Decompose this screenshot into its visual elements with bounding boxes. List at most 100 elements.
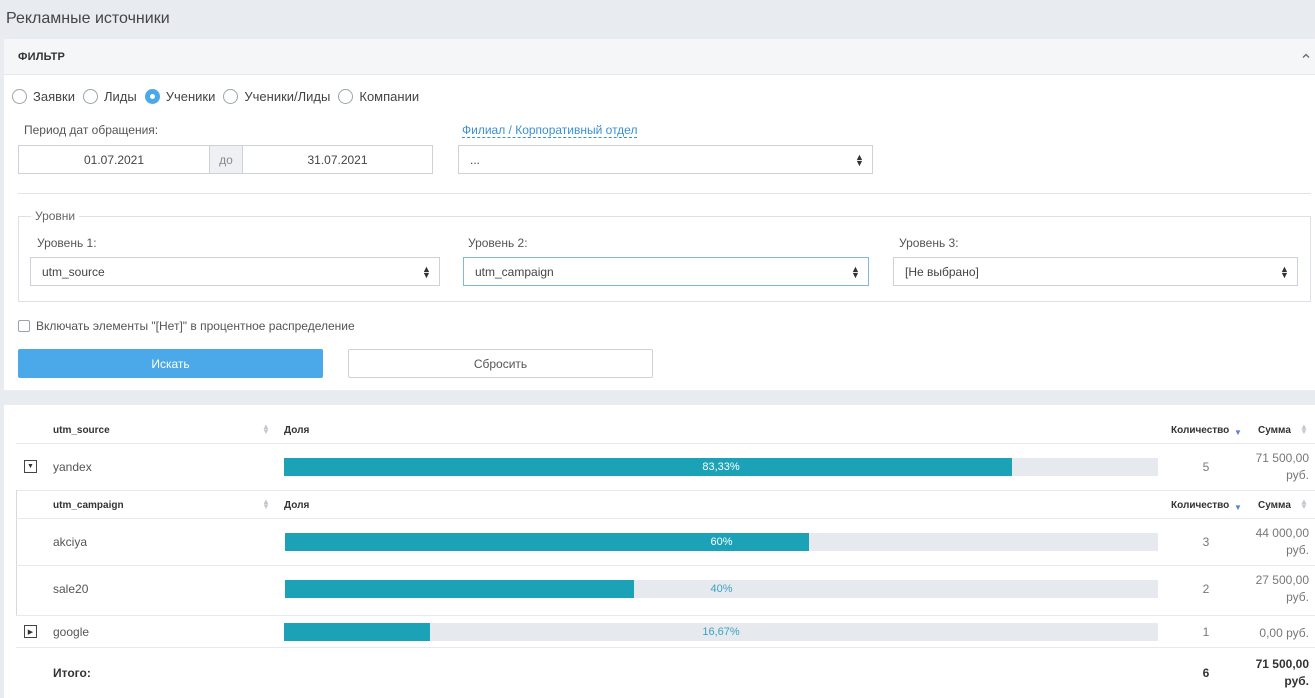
radio-icon [82, 88, 98, 104]
date-separator: до [209, 146, 243, 173]
include-none-label: Включать элементы "[Нет]" в процентное р… [36, 319, 355, 333]
sort-icon[interactable]: ▲ ▼ [262, 422, 270, 436]
radio-zayavki[interactable]: Заявки [12, 88, 75, 104]
chevron-up-icon[interactable] [1301, 51, 1311, 61]
filter-header-title: ФИЛЬТР [18, 51, 66, 63]
level1-select-value: utm_source [42, 264, 105, 279]
share-bar: 16,67% [284, 623, 1158, 641]
levels-legend: Уровни [31, 209, 80, 223]
sub-col-header-level[interactable]: utm_campaign [53, 500, 124, 511]
sort-desc-icon[interactable]: ▼ [1234, 428, 1242, 437]
chevron-down-icon: ▼ [24, 460, 37, 473]
reset-button[interactable]: Сбросить [348, 349, 653, 378]
date-range: 01.07.2021 до 31.07.2021 [18, 145, 433, 174]
col-header-count[interactable]: Количество [1171, 425, 1230, 436]
share-bar-fill [285, 533, 809, 551]
row-divider [16, 647, 1315, 648]
collapse-row-button[interactable]: ▼ [24, 460, 37, 473]
divider [18, 193, 1311, 194]
sub-row-name: akciya [53, 535, 88, 549]
levels-fieldset: Уровни Уровень 1: utm_source ▲ ▼ Уровень … [18, 209, 1311, 302]
sub-col-header-share[interactable]: Доля [284, 500, 310, 511]
total-sum: 71 500,00 руб. [1230, 656, 1309, 690]
include-none-checkbox[interactable] [18, 320, 30, 332]
row-divider [16, 490, 1315, 491]
branch-select[interactable]: ... ▲ ▼ [458, 145, 873, 174]
total-sum-value: 71 500,00 [1255, 657, 1309, 671]
total-count: 6 [1202, 666, 1210, 680]
row-sum: 0,00 руб. [1230, 625, 1309, 642]
radio-icon [12, 88, 27, 104]
radio-lidy[interactable]: Лиды [82, 88, 137, 104]
sort-icon[interactable]: ▲ ▼ [1300, 422, 1308, 436]
row-sum: 71 500,00 руб. [1230, 450, 1309, 484]
col-header-level[interactable]: utm_source [53, 425, 110, 436]
share-bar-label: 60% [710, 536, 733, 548]
date-from-input[interactable]: 01.07.2021 [19, 146, 209, 173]
level3-select-value: [Не выбрано] [905, 264, 979, 279]
level1-label: Уровень 1: [37, 236, 97, 250]
row-divider [16, 565, 1315, 566]
radio-label: Заявки [33, 88, 75, 104]
sort-icon[interactable]: ▲ ▼ [262, 497, 270, 511]
col-header-sum[interactable]: Сумма [1258, 425, 1291, 436]
filter-panel: ФИЛЬТР Заявки Лиды Ученики Ученики/Лиды … [4, 39, 1315, 390]
sub-row-sum: 44 000,00 руб. [1230, 525, 1309, 559]
row-name: yandex [53, 460, 92, 474]
branch-link[interactable]: Филиал / Корпоративный отдел [462, 123, 638, 138]
sub-col-header-sum[interactable]: Сумма [1258, 500, 1291, 511]
sort-icon[interactable]: ▲ ▼ [1300, 497, 1308, 511]
radio-checked-icon [144, 88, 160, 104]
select-arrows-icon: ▲ ▼ [851, 264, 860, 280]
row-divider [16, 443, 1315, 444]
sub-row-name: sale20 [53, 582, 89, 596]
sort-desc-icon[interactable]: ▼ [1234, 503, 1242, 512]
row-count: 1 [1202, 625, 1210, 639]
level2-select-value: utm_campaign [475, 264, 554, 279]
sub-row-sum: 27 500,00 руб. [1230, 572, 1309, 606]
sub-col-header-count[interactable]: Количество [1171, 500, 1230, 511]
results-table: utm_source ▲ ▼ Доля Количество ▼ Сумма ▲ ▼… [4, 405, 1315, 698]
row-sum-value: 71 500,00 [1255, 451, 1309, 465]
radio-label: Ученики/Лиды [244, 88, 331, 104]
row-divider [16, 615, 1315, 616]
share-bar-label: 40% [710, 583, 733, 595]
level3-select[interactable]: [Не выбрано] ▲ ▼ [893, 257, 1298, 286]
total-sum-currency: руб. [1284, 674, 1309, 688]
select-arrows-icon: ▲ ▼ [422, 264, 431, 280]
page-title: Рекламные источники [6, 10, 170, 27]
include-none-option[interactable]: Включать элементы "[Нет]" в процентное р… [18, 319, 355, 333]
radio-label: Компании [359, 88, 420, 104]
share-bar: 83,33% [284, 458, 1158, 476]
sub-row-sum-currency: руб. [1286, 590, 1309, 604]
radio-label: Ученики [165, 88, 216, 104]
level2-label: Уровень 2: [468, 236, 528, 250]
level1-select[interactable]: utm_source ▲ ▼ [30, 257, 440, 286]
branch-select-value: ... [470, 152, 481, 167]
sub-row-count: 3 [1202, 535, 1210, 549]
chevron-right-icon: ▶ [24, 625, 37, 638]
search-button[interactable]: Искать [18, 349, 323, 378]
sub-row-sum-currency: руб. [1286, 543, 1309, 557]
radio-ucheniki[interactable]: Ученики [144, 88, 216, 104]
row-sum-value: 0,00 руб. [1259, 626, 1309, 640]
sub-row-count: 2 [1202, 582, 1210, 596]
select-arrows-icon: ▲ ▼ [855, 152, 864, 168]
radio-kompanii[interactable]: Компании [338, 88, 420, 104]
level2-select[interactable]: utm_campaign ▲ ▼ [463, 257, 869, 286]
radio-ucheniki-lidy[interactable]: Ученики/Лиды [223, 88, 331, 104]
date-to-input[interactable]: 31.07.2021 [243, 146, 432, 173]
expand-row-button[interactable]: ▶ [24, 625, 37, 638]
col-header-share[interactable]: Доля [284, 425, 310, 436]
share-bar-fill [285, 580, 635, 598]
row-name: google [53, 625, 90, 639]
filter-header[interactable]: ФИЛЬТР [4, 39, 1315, 75]
share-bar: 60% [285, 533, 1158, 551]
share-bar-fill [284, 458, 1013, 476]
share-bar-fill [284, 623, 430, 641]
row-sum-currency: руб. [1286, 468, 1309, 482]
row-divider [16, 518, 1315, 519]
sub-row-sum-value: 44 000,00 [1255, 526, 1309, 540]
period-label: Период дат обращения: [24, 123, 159, 137]
total-label: Итого: [53, 666, 91, 680]
